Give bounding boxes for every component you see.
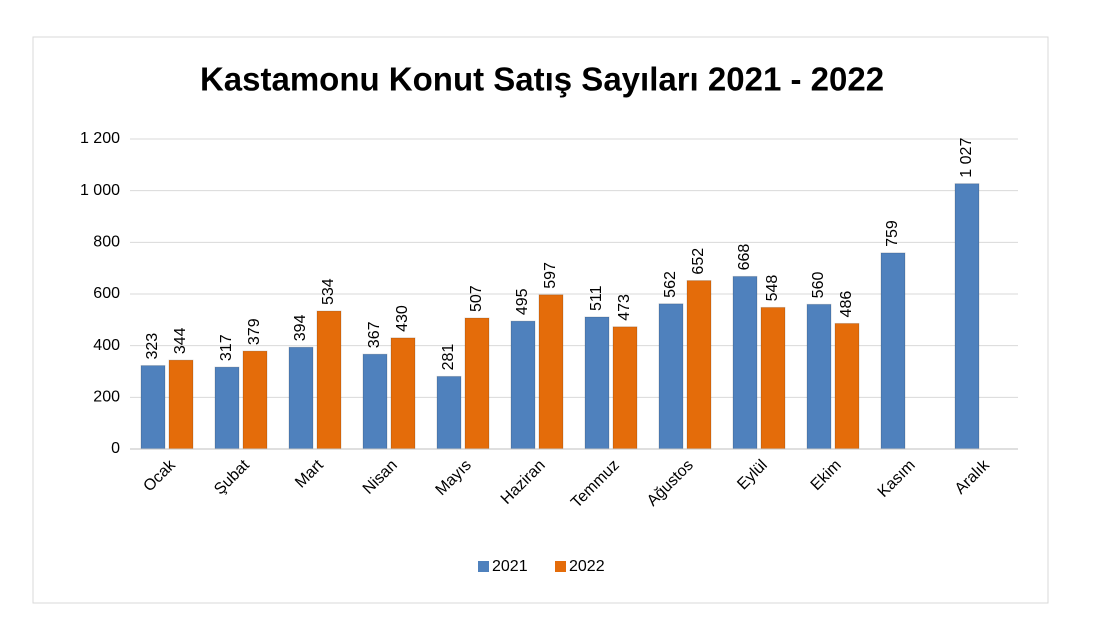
y-tick-label: 600 bbox=[93, 285, 120, 302]
y-tick-label: 800 bbox=[93, 234, 120, 251]
data-label: 486 bbox=[838, 291, 855, 318]
bar bbox=[732, 275, 758, 450]
data-label: 317 bbox=[218, 334, 235, 361]
bar bbox=[834, 322, 860, 450]
bar bbox=[140, 365, 166, 450]
bar bbox=[954, 183, 980, 450]
data-label: 367 bbox=[366, 321, 383, 348]
data-label: 759 bbox=[884, 220, 901, 247]
bar bbox=[612, 326, 638, 450]
data-label: 548 bbox=[764, 275, 781, 302]
legend-label: 2022 bbox=[569, 558, 605, 575]
data-label: 473 bbox=[616, 294, 633, 321]
bar bbox=[686, 280, 712, 450]
data-label: 511 bbox=[588, 285, 605, 311]
bar bbox=[538, 294, 564, 450]
bar bbox=[880, 252, 906, 450]
bar bbox=[436, 375, 462, 450]
y-tick-label: 1 200 bbox=[80, 130, 120, 147]
bar bbox=[510, 320, 536, 450]
bar bbox=[362, 353, 388, 450]
bar bbox=[288, 346, 314, 450]
data-label: 534 bbox=[320, 278, 337, 305]
data-label: 1 027 bbox=[958, 138, 975, 178]
data-label: 379 bbox=[246, 318, 263, 345]
bar bbox=[584, 316, 610, 450]
bar bbox=[242, 350, 268, 450]
data-label: 668 bbox=[736, 244, 753, 271]
bar bbox=[760, 306, 786, 450]
y-tick-label: 400 bbox=[93, 337, 120, 354]
data-label: 430 bbox=[394, 305, 411, 332]
data-label: 652 bbox=[690, 248, 707, 275]
data-label: 597 bbox=[542, 262, 559, 289]
data-label: 394 bbox=[292, 314, 309, 341]
data-label: 560 bbox=[810, 272, 827, 299]
data-label: 281 bbox=[440, 344, 457, 371]
data-label: 495 bbox=[514, 288, 531, 315]
bar bbox=[390, 337, 416, 450]
bar bbox=[168, 359, 194, 450]
bar bbox=[214, 366, 240, 450]
bar bbox=[658, 303, 684, 450]
legend-swatch bbox=[555, 561, 566, 572]
bar bbox=[316, 310, 342, 450]
y-tick-label: 0 bbox=[111, 440, 120, 457]
chart-title: Kastamonu Konut Satış Sayıları 2021 - 20… bbox=[200, 61, 884, 98]
bar bbox=[806, 303, 832, 450]
data-label: 323 bbox=[144, 333, 161, 360]
legend-label: 2021 bbox=[492, 558, 528, 575]
data-label: 507 bbox=[468, 285, 485, 312]
data-label: 562 bbox=[662, 271, 679, 298]
legend-swatch bbox=[478, 561, 489, 572]
y-tick-label: 200 bbox=[93, 389, 120, 406]
bar bbox=[464, 317, 490, 450]
y-tick-label: 1 000 bbox=[80, 182, 120, 199]
data-label: 344 bbox=[172, 327, 189, 354]
